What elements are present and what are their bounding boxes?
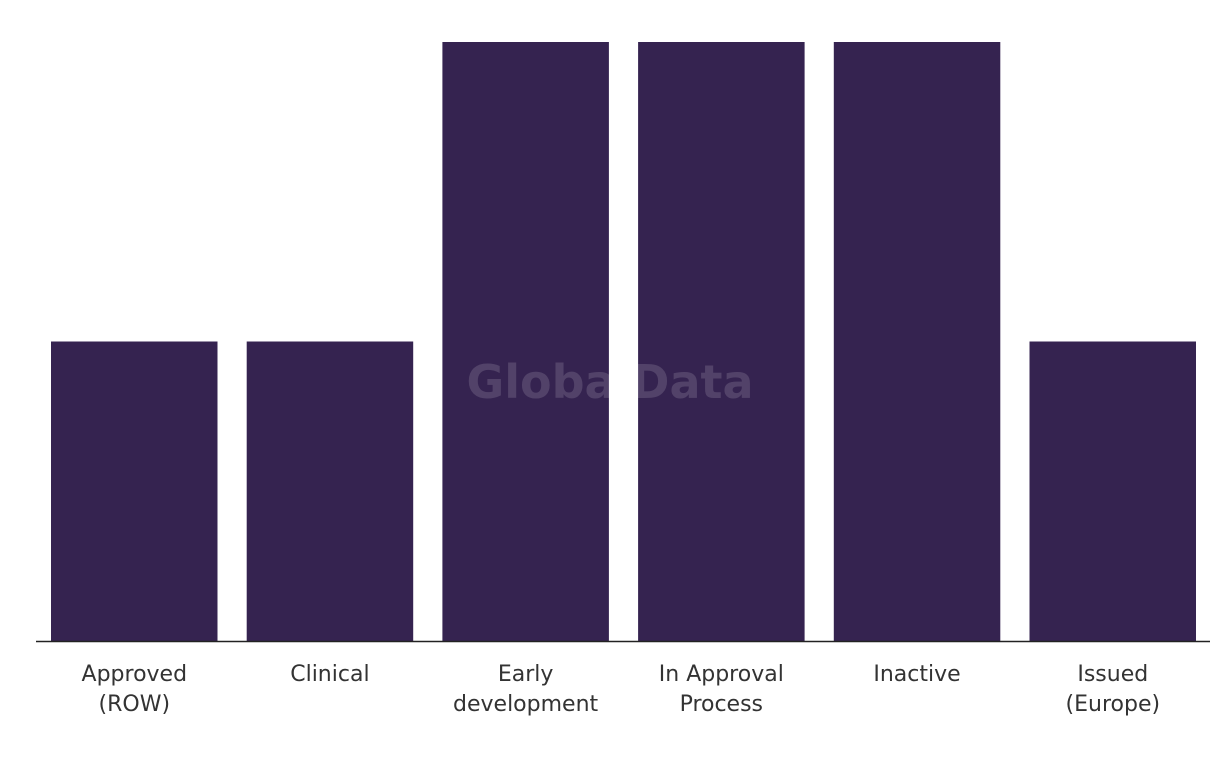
x-tick-labels: Approved (ROW) Clinical Early development In …: [82, 662, 1161, 717]
bar-2: [442, 42, 609, 641]
x-tick-label-2: Early development: [453, 662, 599, 717]
x-tick-label-line: Approved: [82, 662, 188, 687]
x-tick-label-line: Early: [498, 662, 554, 687]
bar-3: [638, 42, 805, 641]
x-tick-label-line: In Approval: [659, 662, 784, 687]
bars-group: [51, 42, 1196, 641]
x-tick-label-3: In Approval Process: [659, 662, 784, 717]
x-tick-label-5: Issued (Europe): [1066, 662, 1161, 717]
x-tick-label-0: Approved (ROW): [82, 662, 188, 717]
bar-1: [246, 341, 414, 641]
x-tick-label-line: Clinical: [290, 662, 369, 687]
x-tick-label-line: Issued: [1077, 662, 1148, 687]
x-tick-label-4: Inactive: [873, 662, 960, 687]
x-tick-label-line: Process: [680, 692, 763, 717]
x-tick-label-line: development: [453, 692, 599, 717]
x-tick-label-line: (ROW): [99, 692, 171, 717]
x-tick-label-line: (Europe): [1066, 692, 1161, 717]
bar-4: [833, 42, 1001, 641]
bar-0: [51, 341, 218, 641]
x-tick-label-line: Inactive: [873, 662, 960, 687]
bar-5: [1029, 341, 1196, 641]
x-tick-label-1: Clinical: [290, 662, 369, 687]
